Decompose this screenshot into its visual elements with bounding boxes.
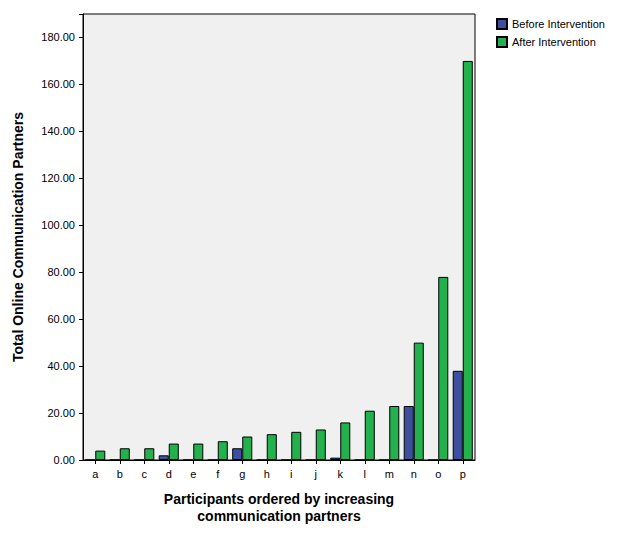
svg-text:20.00: 20.00 (47, 407, 75, 419)
svg-text:i: i (290, 468, 292, 480)
svg-text:p: p (460, 468, 466, 480)
svg-text:l: l (364, 468, 366, 480)
svg-text:160.00: 160.00 (41, 78, 75, 90)
svg-text:40.00: 40.00 (47, 360, 75, 372)
svg-text:120.00: 120.00 (41, 172, 75, 184)
svg-text:e: e (190, 468, 196, 480)
svg-text:n: n (411, 468, 417, 480)
svg-text:f: f (216, 468, 220, 480)
svg-text:0.00: 0.00 (54, 454, 75, 466)
svg-text:b: b (117, 468, 123, 480)
svg-text:g: g (239, 468, 245, 480)
svg-text:communication partners: communication partners (197, 508, 361, 524)
svg-text:h: h (264, 468, 270, 480)
svg-text:140.00: 140.00 (41, 125, 75, 137)
svg-text:60.00: 60.00 (47, 313, 75, 325)
svg-text:100.00: 100.00 (41, 219, 75, 231)
svg-text:Before Intervention: Before Intervention (512, 18, 605, 30)
svg-text:Participants ordered by increa: Participants ordered by increasing (164, 491, 394, 507)
svg-text:a: a (92, 468, 99, 480)
svg-text:80.00: 80.00 (47, 266, 75, 278)
svg-text:d: d (166, 468, 172, 480)
svg-text:c: c (142, 468, 148, 480)
svg-text:180.00: 180.00 (41, 31, 75, 43)
svg-text:After Intervention: After Intervention (512, 36, 596, 48)
svg-text:o: o (435, 468, 441, 480)
svg-text:j: j (314, 468, 317, 480)
svg-text:Total Online Communication Par: Total Online Communication Partners (10, 112, 26, 362)
svg-text:k: k (338, 468, 344, 480)
svg-text:m: m (385, 468, 394, 480)
